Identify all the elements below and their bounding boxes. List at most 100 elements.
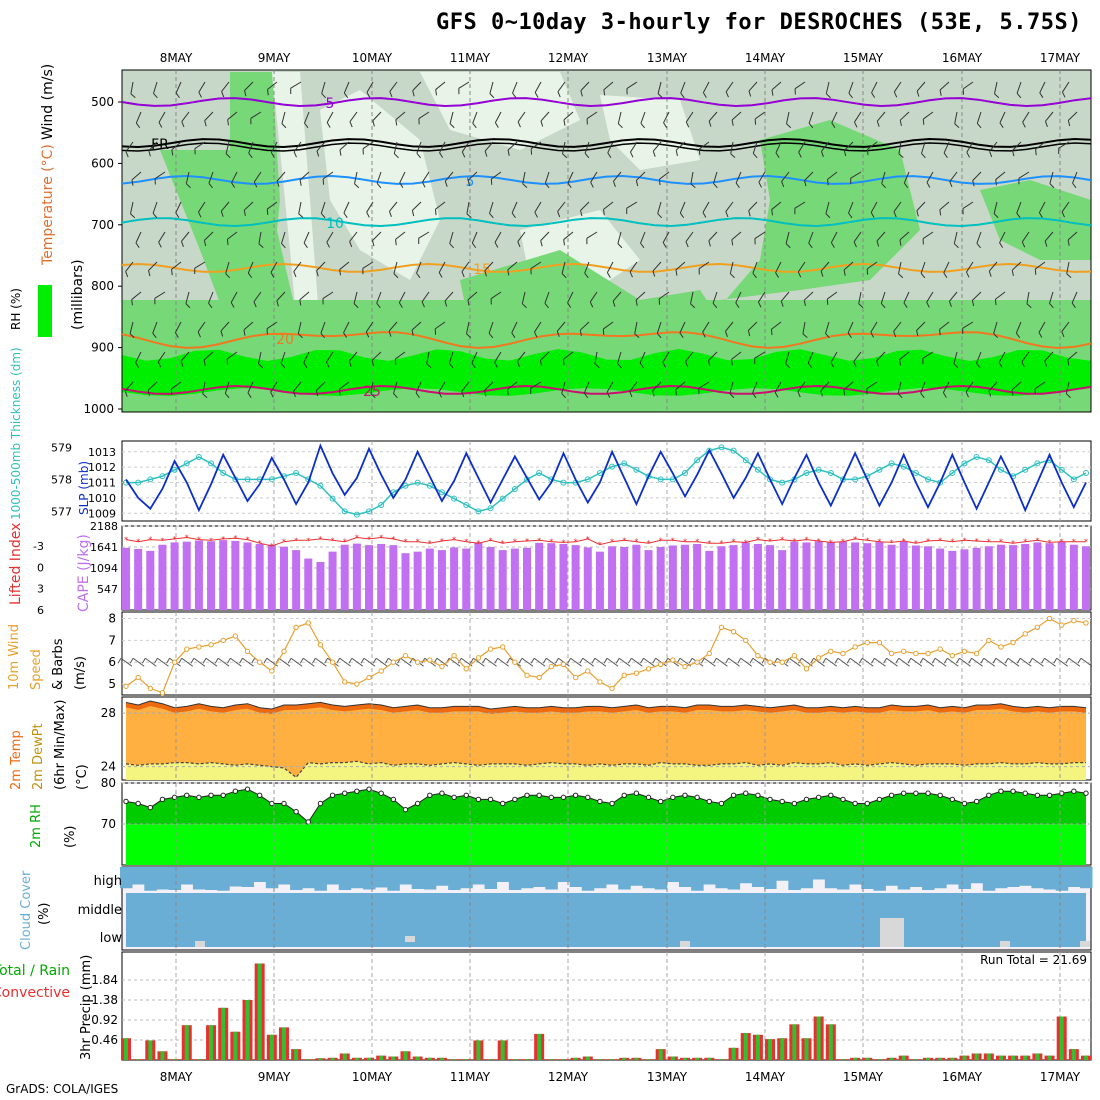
wind-barb-flag	[876, 121, 880, 127]
wind-barb	[685, 351, 694, 368]
rh2-point	[463, 792, 469, 798]
wind-barb-shaft	[418, 231, 430, 239]
ylabel-temperature: Temperature (°C)	[40, 144, 56, 266]
precip-total-bar	[160, 1051, 165, 1060]
wind-speed-point	[147, 685, 154, 692]
wind-barb	[343, 321, 350, 338]
wind-barb-flag	[534, 331, 538, 338]
wind-barb	[412, 81, 422, 97]
isotherm-label: FR	[151, 137, 169, 153]
lifted-index-point: *	[196, 536, 201, 545]
wind-barb	[922, 351, 934, 365]
wind-speed-point	[694, 659, 700, 665]
rh-dry-region	[420, 72, 580, 150]
precip-total-bar	[889, 1057, 894, 1060]
date-label-bottom: 12MAY	[548, 1070, 589, 1084]
wind-barb-shaft	[617, 231, 622, 244]
surface-wind-barb-flag	[652, 657, 657, 664]
wind-barb-flag	[220, 330, 224, 337]
wind-barb-flag	[602, 329, 605, 335]
rh2-point	[828, 792, 834, 798]
lifted-index-point: *	[731, 538, 736, 547]
precip-total-bar	[269, 1034, 274, 1060]
surface-wind-barb	[473, 657, 485, 667]
wind-barb-shaft	[276, 291, 286, 302]
lifted-index-point: *	[877, 538, 882, 547]
wind-barb	[794, 81, 806, 95]
wind-barb-flag	[370, 393, 376, 399]
wind-barb-shaft	[607, 141, 614, 154]
wind-barb	[786, 111, 792, 129]
cloud-level-label: high	[94, 874, 122, 889]
wind-barb	[962, 81, 974, 95]
wind-barb-flag	[949, 181, 953, 188]
wind-barb-shaft	[729, 381, 734, 394]
wind-barb	[652, 381, 662, 397]
wind-barb	[135, 111, 142, 129]
wind-barb	[376, 171, 382, 189]
lifted-index-point: *	[427, 539, 432, 548]
wind-barb	[281, 111, 287, 129]
wind-barb-flag	[752, 272, 757, 279]
wind-barb-flag	[522, 183, 528, 189]
wind-panel-frame	[121, 611, 1092, 696]
lifted-index-point: *	[695, 538, 700, 547]
thickness-point	[208, 460, 215, 467]
wind-barb-shaft	[899, 351, 910, 360]
wind-barb-flag	[562, 359, 565, 366]
wind-barb-shaft	[939, 321, 950, 330]
precip-total-bar	[804, 1038, 809, 1060]
cloud-high-bar	[1043, 867, 1057, 890]
surface-wind-barb	[1068, 657, 1081, 667]
cloud-high-bar	[630, 867, 643, 886]
wind-barb	[775, 261, 782, 278]
wind-barb-shaft	[444, 171, 454, 182]
wind-barb	[258, 231, 264, 249]
surface-wind-barb	[631, 657, 643, 667]
wind-barb-flag	[530, 268, 532, 275]
cloud-high-bar	[557, 867, 570, 882]
date-label-top: 10MAY	[352, 51, 393, 65]
wind-speed-point	[354, 681, 360, 687]
wind-barb-shaft	[702, 81, 710, 93]
wind-barb-flag	[343, 212, 348, 218]
wind-barb-shaft	[130, 81, 134, 94]
wind-barb-flag	[353, 303, 359, 309]
wind-barb	[544, 291, 550, 309]
wind-barb	[388, 201, 398, 217]
wind-barb-flag	[657, 213, 663, 219]
wind-barb-flag	[920, 273, 926, 279]
precip-total-bar	[1059, 1016, 1064, 1060]
lifted-index-point: *	[719, 539, 724, 548]
slp-panel-frame	[121, 440, 1092, 522]
wind-barb-flag	[130, 213, 136, 219]
wind-barb-flag	[466, 213, 472, 219]
wind-barb-shaft	[870, 201, 878, 213]
wind-barb	[871, 81, 878, 98]
cloud-high-bar	[265, 867, 279, 889]
wind-barb	[916, 321, 926, 337]
wind-barb-shaft	[1072, 171, 1078, 184]
precip-total-bar	[452, 1059, 457, 1060]
lifted-index-point: *	[743, 538, 748, 547]
wind-barb	[421, 291, 430, 308]
cape-bar	[620, 547, 629, 610]
thickness-point	[621, 460, 628, 467]
rh2-point	[500, 800, 506, 807]
wind-speed-point	[876, 639, 883, 646]
wind-barb-flag	[494, 242, 499, 248]
precip-total-bar	[1023, 1055, 1028, 1060]
wind-barb-shaft	[221, 81, 230, 92]
wind-barb-shaft	[943, 141, 950, 154]
lifted-index-point: *	[257, 539, 262, 548]
wind-speed-point	[888, 650, 895, 657]
wind-barb-flag	[230, 302, 235, 308]
wind-barb	[679, 321, 686, 338]
wind-barb-shaft	[395, 231, 406, 240]
wind-barb-flag	[830, 242, 835, 248]
thickness-point	[937, 479, 944, 486]
wind-barb	[1011, 261, 1022, 276]
wind-barb	[250, 111, 262, 125]
wind-barb-flag	[157, 361, 162, 368]
